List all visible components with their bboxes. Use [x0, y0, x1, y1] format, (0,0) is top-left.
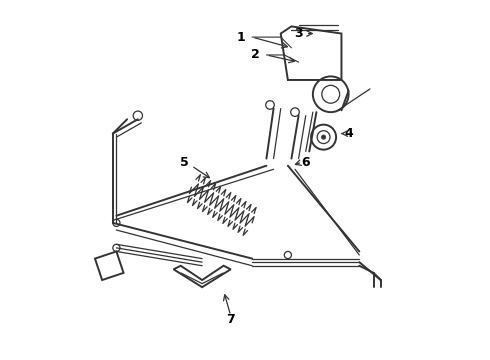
Text: 7: 7 [226, 313, 235, 326]
Text: 1: 1 [237, 31, 246, 44]
Text: 5: 5 [180, 156, 189, 168]
Text: 2: 2 [251, 49, 260, 62]
Text: 3: 3 [294, 27, 303, 40]
Text: 6: 6 [301, 156, 310, 168]
Text: 4: 4 [344, 127, 353, 140]
Circle shape [321, 135, 326, 139]
